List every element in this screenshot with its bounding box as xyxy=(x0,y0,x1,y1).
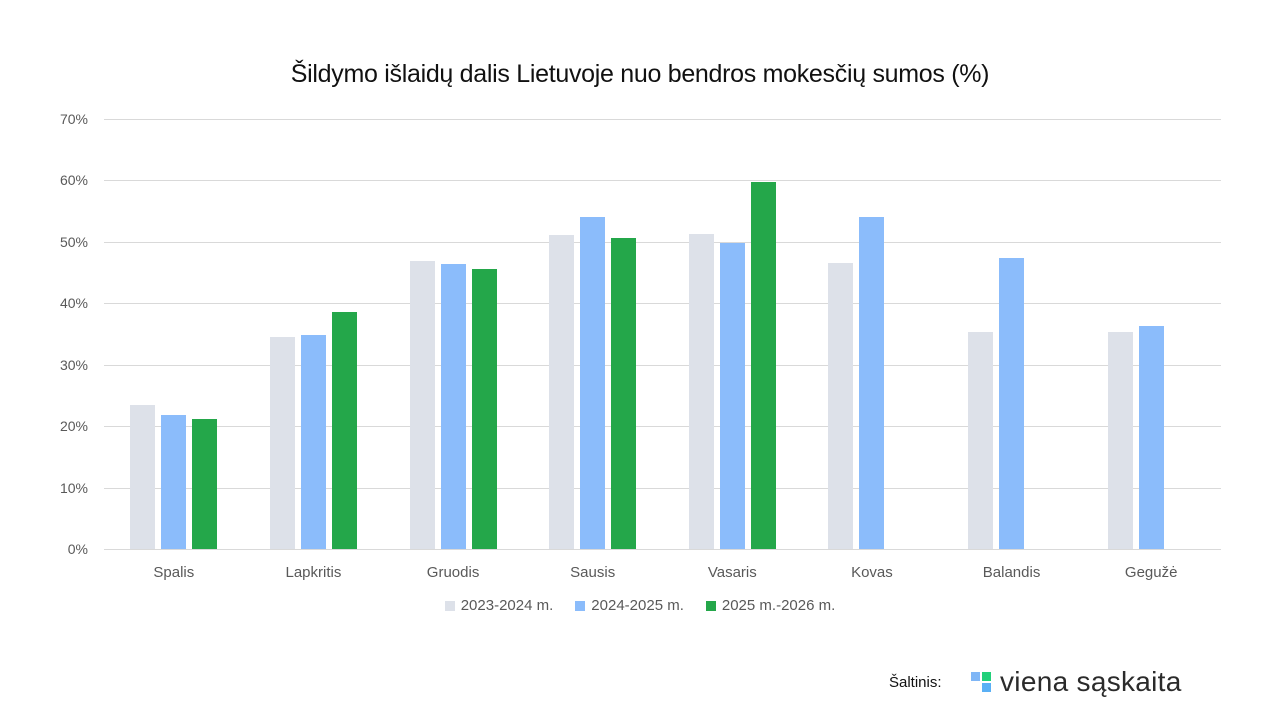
x-tick-label: Sausis xyxy=(570,564,616,581)
bar xyxy=(828,262,854,549)
gridline xyxy=(104,241,1221,243)
bar xyxy=(471,268,497,549)
legend-item: 2025 m.-2026 m. xyxy=(705,597,836,614)
legend-swatch-icon xyxy=(444,600,455,611)
brand-name: viena sąskaita xyxy=(1000,666,1182,697)
legend-label: 2023-2024 m. xyxy=(460,597,554,614)
gridline xyxy=(104,303,1221,305)
x-tick-label: Lapkritis xyxy=(285,564,342,581)
bar xyxy=(688,233,714,549)
legend-swatch-icon xyxy=(705,600,716,611)
brand-logo: viena sąskaita xyxy=(971,668,1182,696)
x-tick-label: Balandis xyxy=(982,564,1041,581)
gridline xyxy=(104,180,1221,182)
bar xyxy=(440,263,466,549)
bar xyxy=(580,216,606,549)
plot-area xyxy=(104,119,1221,550)
gridline xyxy=(104,119,1221,120)
bar xyxy=(1107,332,1133,549)
gridline xyxy=(104,426,1221,428)
bar xyxy=(1138,326,1164,549)
bar xyxy=(968,332,994,549)
gridline xyxy=(104,487,1221,489)
source-label: Šaltinis: xyxy=(889,674,942,691)
bar xyxy=(130,404,156,549)
chart-title: Šildymo išlaidų dalis Lietuvoje nuo bend… xyxy=(290,60,990,88)
gridline xyxy=(104,549,1221,550)
x-tick-label: Spalis xyxy=(153,564,195,581)
x-tick-label: Gegužė xyxy=(1124,564,1178,581)
legend-swatch-icon xyxy=(575,600,586,611)
legend-label: 2025 m.-2026 m. xyxy=(721,597,836,614)
gridline xyxy=(104,364,1221,366)
y-tick-label: 10% xyxy=(59,479,88,496)
y-tick-label: 30% xyxy=(59,356,88,373)
y-tick-label: 50% xyxy=(59,233,88,250)
y-tick-label: 20% xyxy=(59,418,88,435)
bar xyxy=(192,418,218,549)
legend: 2023-2024 m. 2024-2025 m. 2025 m.-2026 m. xyxy=(0,597,1280,614)
bar xyxy=(331,311,357,549)
y-tick-label: 40% xyxy=(59,295,88,312)
bar xyxy=(719,243,745,549)
bar xyxy=(269,337,295,549)
x-tick-label: Kovas xyxy=(851,564,893,581)
y-tick-label: 60% xyxy=(59,172,88,189)
bar xyxy=(549,234,575,549)
bar xyxy=(409,260,435,549)
x-tick-label: Gruodis xyxy=(426,564,480,581)
bar xyxy=(611,237,637,549)
y-tick-label: 70% xyxy=(59,111,88,127)
legend-item: 2023-2024 m. xyxy=(444,597,554,614)
bar xyxy=(161,415,187,549)
logo-mark-icon xyxy=(971,671,992,693)
bar xyxy=(750,182,776,549)
x-tick-label: Vasaris xyxy=(707,564,757,581)
legend-label: 2024-2025 m. xyxy=(591,597,684,614)
bar xyxy=(859,217,885,549)
bar xyxy=(999,257,1025,549)
legend-item: 2024-2025 m. xyxy=(575,597,684,614)
bar xyxy=(300,334,326,549)
y-tick-label: 0% xyxy=(67,541,88,557)
